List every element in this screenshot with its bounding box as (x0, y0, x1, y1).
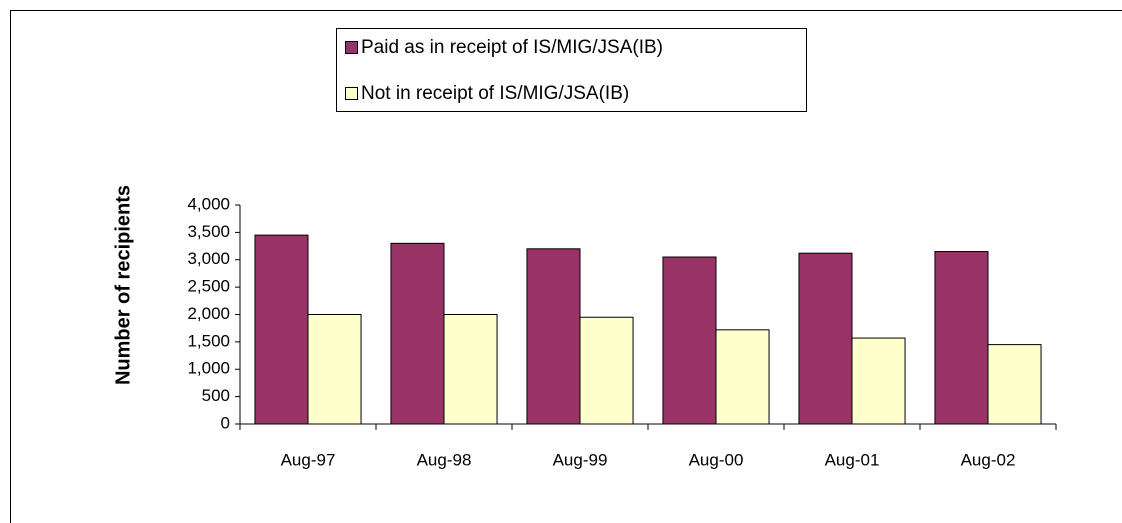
y-tick-label: 2,000 (187, 304, 230, 323)
legend-swatch (345, 41, 358, 54)
x-tick-label: Aug-97 (281, 450, 336, 469)
y-tick-label: 1,500 (187, 331, 230, 350)
legend-label: Paid as in receipt of IS/MIG/JSA(IB) (361, 37, 663, 58)
bar (662, 256, 717, 425)
y-tick-label: 1,000 (187, 359, 230, 378)
y-tick-label: 3,000 (187, 249, 230, 268)
x-tick-label: Aug-98 (417, 450, 472, 469)
bar (798, 252, 853, 425)
bar (526, 248, 581, 425)
bar (851, 337, 906, 425)
bar (987, 344, 1042, 425)
bar (934, 251, 989, 425)
bar (390, 242, 445, 425)
y-tick-label: 2,500 (187, 277, 230, 296)
x-tick-label: Aug-99 (553, 450, 608, 469)
y-tick-label: 0 (221, 413, 230, 432)
x-tick-label: Aug-01 (825, 450, 880, 469)
bar (715, 329, 770, 425)
bar (254, 234, 309, 425)
bar (443, 314, 498, 425)
legend-label: Not in receipt of IS/MIG/JSA(IB) (361, 83, 629, 104)
bar (307, 314, 362, 425)
y-tick-label: 4,000 (187, 194, 230, 213)
x-tick-label: Aug-02 (961, 450, 1016, 469)
legend-swatch (345, 87, 358, 100)
y-tick-label: 3,500 (187, 222, 230, 241)
y-axis-label: Number of recipients (112, 185, 134, 385)
x-tick-label: Aug-00 (689, 450, 744, 469)
legend-box (336, 28, 807, 112)
y-tick-label: 500 (202, 386, 230, 405)
bar (579, 316, 634, 425)
